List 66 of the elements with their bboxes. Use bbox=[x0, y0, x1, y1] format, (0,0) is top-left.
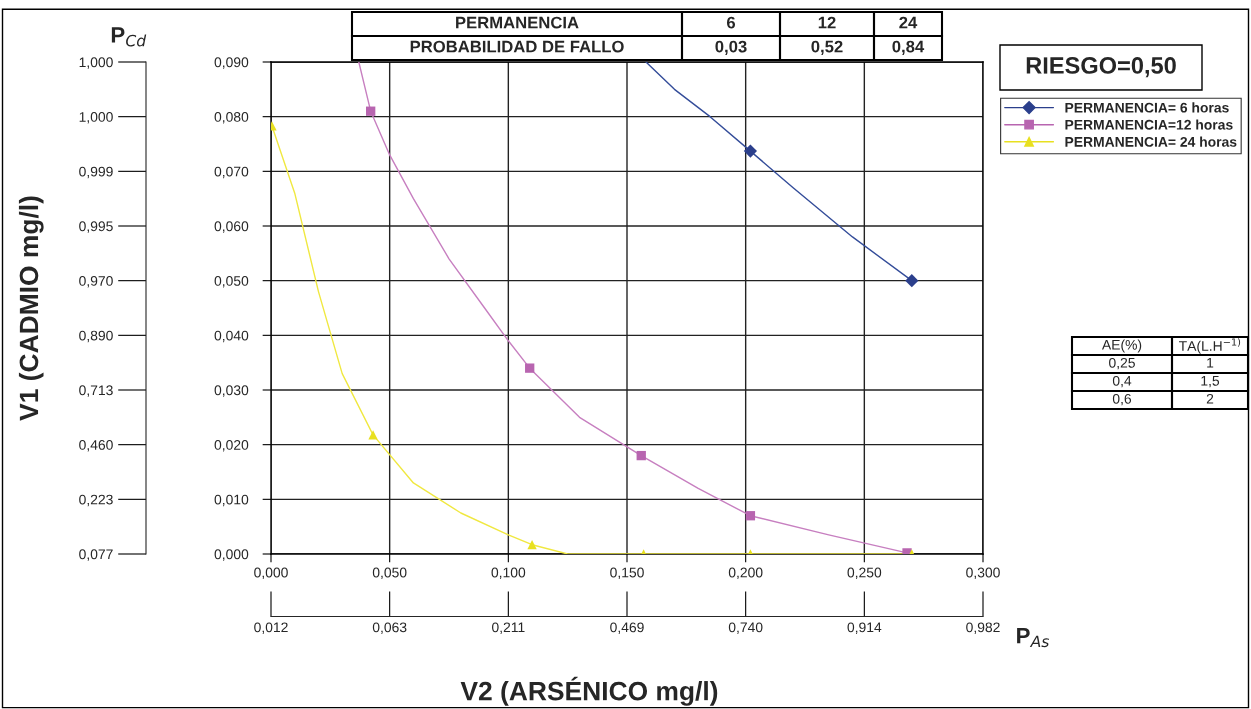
text: V1 (CADMIO mg/l) bbox=[18, 196, 44, 421]
text: 0,012 bbox=[254, 622, 288, 634]
point bbox=[525, 363, 535, 373]
text: 0,211 bbox=[492, 622, 525, 634]
legend-label: PERMANENCIA= 6 horas bbox=[1065, 102, 1229, 113]
y-tick-label: 0,040 bbox=[214, 330, 249, 343]
x-tick-label: 0,200 bbox=[728, 567, 763, 580]
x-tick-label: 0,150 bbox=[610, 567, 644, 580]
y-tick-label: 0,070 bbox=[214, 166, 249, 179]
point bbox=[368, 430, 378, 440]
text: 0,995 bbox=[79, 221, 113, 233]
y-tick-label: 0,010 bbox=[214, 494, 249, 507]
text: 0,970 bbox=[79, 276, 113, 288]
y-tick-label: 0,000 bbox=[214, 549, 249, 561]
text: 0,077 bbox=[79, 549, 113, 561]
y2-axis-title: P$_{Cd}$ bbox=[111, 27, 147, 47]
text: 1 bbox=[1207, 358, 1214, 368]
text: 1,5 bbox=[1201, 376, 1220, 388]
x-tick-label: 0,100 bbox=[491, 567, 526, 580]
text: 0,4 bbox=[1112, 375, 1132, 388]
y-tick-label: 0,050 bbox=[214, 276, 249, 288]
text: TA(L.H$^{−1)}$ bbox=[1178, 338, 1241, 354]
text: 0,223 bbox=[79, 494, 113, 507]
text: 0,6 bbox=[1112, 393, 1132, 406]
text: 0,890 bbox=[79, 330, 113, 343]
text: 0,52 bbox=[811, 40, 843, 55]
text: 0,740 bbox=[728, 622, 763, 634]
x-tick-label: 0,300 bbox=[966, 567, 1000, 580]
point bbox=[527, 540, 537, 550]
point bbox=[905, 274, 919, 288]
text: PROBABILIDAD DE FALLO bbox=[410, 40, 624, 53]
text: AE(%) bbox=[1101, 339, 1142, 353]
text: 0,982 bbox=[966, 622, 1000, 634]
point bbox=[743, 144, 757, 158]
point bbox=[366, 106, 376, 116]
point bbox=[745, 511, 756, 521]
y-tick-label: 0,080 bbox=[214, 112, 249, 124]
text: 0,469 bbox=[610, 622, 644, 634]
text: 0,25 bbox=[1109, 357, 1135, 370]
text: 0,063 bbox=[372, 622, 407, 634]
x-tick-label: 0,250 bbox=[847, 567, 882, 580]
text: 0,03 bbox=[715, 40, 747, 55]
point bbox=[636, 450, 646, 461]
text: 6 bbox=[726, 16, 736, 29]
x-tick-label: 0,000 bbox=[254, 567, 288, 580]
text: 24 bbox=[899, 16, 918, 29]
text: 2 bbox=[1206, 393, 1214, 404]
text: 0,999 bbox=[79, 166, 113, 179]
text: 1,000 bbox=[79, 112, 113, 124]
x-axis-title: V2 (ARSÉNICO mg/l) bbox=[460, 676, 718, 706]
y-tick-label: 0,090 bbox=[214, 57, 249, 69]
text: 1,000 bbox=[79, 57, 113, 69]
x2-axis-title: P$_{As}$ bbox=[1017, 628, 1050, 648]
legend-label: PERMANENCIA= 24 horas bbox=[1065, 136, 1237, 147]
text: 12 bbox=[818, 16, 836, 29]
text: PERMANENCIA bbox=[456, 16, 579, 29]
legend-label: PERMANENCIA=12 horas bbox=[1065, 119, 1233, 130]
text: 0,914 bbox=[847, 622, 882, 634]
y-tick-label: 0,060 bbox=[214, 221, 249, 233]
text: RIESGO=0,50 bbox=[1026, 57, 1176, 78]
y-tick-label: 0,020 bbox=[214, 440, 249, 452]
text: 0,460 bbox=[79, 440, 113, 452]
x-tick-label: 0,050 bbox=[372, 567, 407, 580]
y-tick-label: 0,030 bbox=[214, 385, 249, 397]
text: 0,713 bbox=[79, 385, 113, 397]
text: 0,84 bbox=[892, 40, 925, 55]
